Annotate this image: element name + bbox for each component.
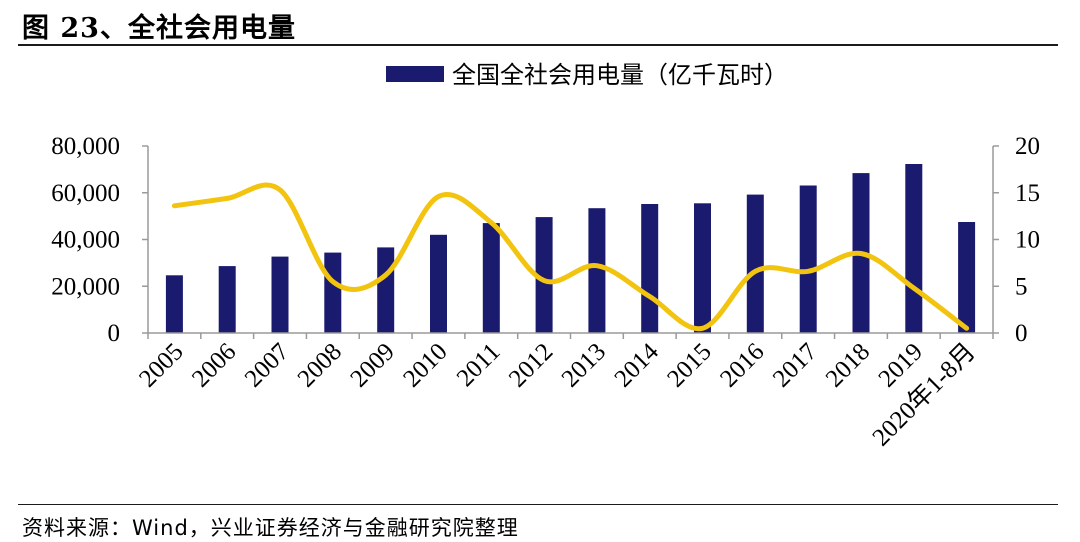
bar-2007 <box>271 256 289 333</box>
electricity-consumption-chart: 全国全社会用电量（亿千瓦时） 0 20,000 40,000 60,000 80,000… <box>51 61 1040 452</box>
bar-2008 <box>324 252 342 333</box>
x-tick-label: 2007 <box>240 338 294 392</box>
x-tick-label: 2011 <box>452 338 506 392</box>
x-tick-label: 2016 <box>715 338 769 392</box>
bar-2015 <box>694 203 711 333</box>
right-tick-label: 10 <box>1015 227 1040 254</box>
x-tick-label: 2013 <box>557 338 611 392</box>
right-tick-label: 0 <box>1015 320 1028 347</box>
x-tick-label: 2009 <box>345 338 399 392</box>
x-tick-label: 2005 <box>134 338 188 392</box>
right-tick-label: 15 <box>1015 180 1040 207</box>
x-tick-label: 2006 <box>187 338 241 392</box>
bar-2006 <box>218 266 236 333</box>
x-tick-label: 2017 <box>768 338 822 392</box>
x-tick-label: 2014 <box>610 338 665 393</box>
right-tick-label: 20 <box>1015 133 1040 160</box>
bar-2013 <box>588 208 606 333</box>
growth-line <box>171 182 970 332</box>
left-tick-label: 0 <box>108 320 121 347</box>
bar-2019 <box>905 164 923 333</box>
x-tick-label: 2015 <box>662 338 716 392</box>
left-tick-label: 20,000 <box>51 273 120 300</box>
bar-2005 <box>165 275 183 333</box>
x-tick-label: 2010 <box>398 338 452 392</box>
left-tick-label: 80,000 <box>51 133 120 160</box>
title-divider <box>18 44 1058 46</box>
axes <box>142 145 999 339</box>
bar-2017 <box>799 185 817 333</box>
x-tick-label: 2012 <box>504 338 558 392</box>
legend-label: 全国全社会用电量（亿千瓦时） <box>452 61 788 89</box>
bar-2011 <box>482 223 500 333</box>
bar-2020年1-8月 <box>958 222 976 333</box>
legend: 全国全社会用电量（亿千瓦时） <box>386 61 788 89</box>
x-tick-label: 2018 <box>821 338 875 392</box>
footer-divider <box>18 504 1058 505</box>
source-note: 资料来源：Wind，兴业证券经济与金融研究院整理 <box>22 516 519 540</box>
bar-2010 <box>430 234 447 333</box>
x-tick-label: 2008 <box>293 338 347 392</box>
legend-swatch <box>386 66 444 82</box>
page-title: 图 23、全社会用电量 <box>22 13 296 44</box>
bar-series <box>165 164 976 333</box>
right-tick-label: 5 <box>1015 273 1028 300</box>
bar-2012 <box>535 217 553 333</box>
bar-2014 <box>641 204 659 333</box>
bar-2009 <box>377 247 395 333</box>
left-tick-label: 40,000 <box>51 227 120 254</box>
bar-2016 <box>746 194 764 333</box>
left-tick-label: 60,000 <box>51 180 120 207</box>
line-series <box>171 182 970 332</box>
